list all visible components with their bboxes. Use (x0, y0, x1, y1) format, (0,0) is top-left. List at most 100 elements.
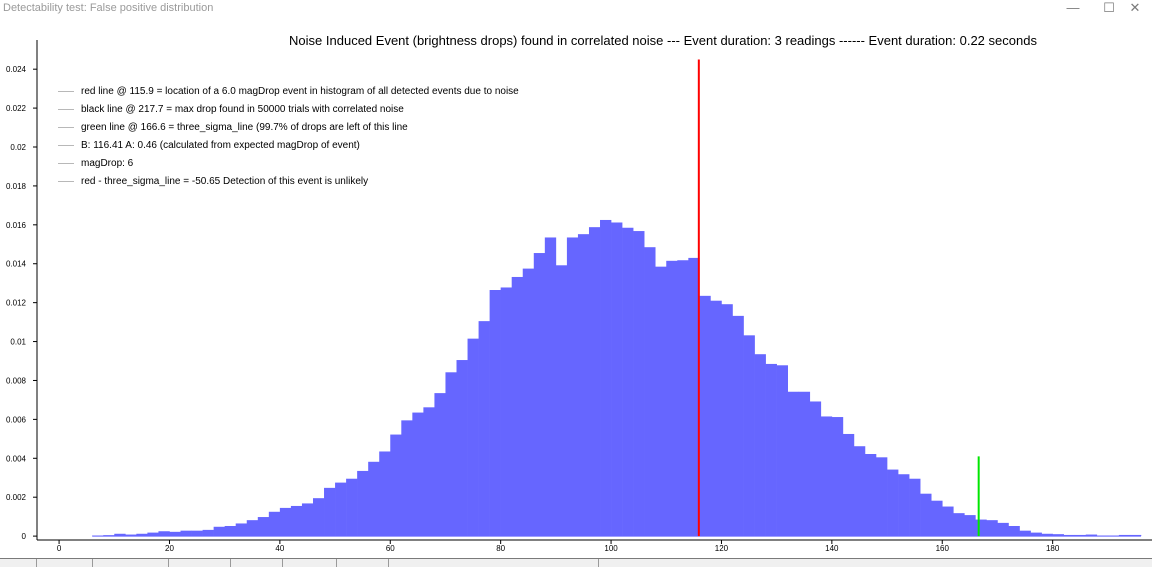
histogram-bar (688, 257, 700, 537)
histogram-bar (456, 360, 468, 537)
histogram-bar (898, 474, 910, 537)
y-tick-label: 0.006 (6, 415, 27, 424)
x-tick-label: 60 (386, 544, 395, 553)
toolbar-tab[interactable] (388, 559, 389, 567)
histogram-bar (1118, 534, 1131, 537)
histogram-bar (1074, 534, 1087, 537)
histogram-bar (953, 513, 965, 537)
histogram-bar (798, 391, 811, 537)
x-tick-label: 120 (715, 544, 729, 553)
histogram-bar (1052, 534, 1064, 537)
histogram-bar (1085, 534, 1098, 537)
histogram-bar (1096, 535, 1109, 537)
histogram-bar (633, 231, 645, 537)
histogram-bar (964, 515, 976, 537)
histogram-bar (644, 247, 656, 537)
histogram-bar (1030, 532, 1042, 537)
toolbar-tab[interactable] (336, 559, 337, 567)
histogram-bar (324, 487, 336, 537)
histogram-bar (467, 338, 479, 537)
legend-text: green line @ 166.6 = three_sigma_line (9… (81, 121, 408, 133)
x-tick-label: 100 (604, 544, 618, 553)
histogram-bar (831, 417, 844, 537)
histogram-bar (213, 526, 225, 537)
x-tick-label: 0 (57, 544, 62, 553)
histogram-bar (301, 503, 314, 537)
legend-swatch (58, 144, 74, 146)
y-tick-label: 0.012 (6, 299, 27, 308)
histogram-bar (92, 535, 104, 537)
histogram-bar (434, 393, 446, 537)
histogram-bar (1129, 534, 1142, 537)
histogram-bar (147, 532, 159, 537)
histogram-bar (1041, 533, 1053, 537)
histogram-bar (876, 457, 888, 537)
y-tick-label: 0.01 (10, 338, 26, 347)
histogram-bar (224, 525, 237, 537)
histogram-bar (235, 523, 248, 537)
toolbar-tab[interactable] (230, 559, 231, 567)
legend-entry: magDrop: 6 (58, 156, 133, 170)
histogram-bar (489, 290, 501, 537)
histogram-bar (312, 498, 325, 537)
y-tick-label: 0.016 (6, 221, 27, 230)
marker-lines (697, 59, 980, 537)
histogram-bar (622, 227, 634, 537)
histogram-bar (191, 530, 203, 537)
y-tick-label: 0.008 (6, 376, 27, 385)
x-tick-label: 180 (1046, 544, 1060, 553)
histogram-bar (357, 470, 369, 537)
histogram-bar (732, 315, 744, 537)
maximize-icon[interactable]: ☐ (1103, 0, 1115, 15)
histogram-bar (125, 534, 137, 537)
histogram-bar (279, 507, 292, 537)
histogram-bar (136, 533, 148, 537)
x-tick-label: 40 (275, 544, 284, 553)
y-tick-label: 0.004 (6, 454, 27, 463)
toolbar-tab[interactable] (92, 559, 93, 567)
legend-text: red - three_sigma_line = -50.65 Detectio… (81, 175, 369, 187)
histogram-bar (611, 222, 623, 537)
legend-swatch (58, 108, 74, 110)
histogram-bar (268, 511, 281, 537)
histogram-bar (721, 304, 733, 537)
bottom-toolbar (0, 558, 1152, 567)
histogram-bar (180, 530, 192, 537)
histogram-bar (942, 506, 954, 537)
histogram-bar (864, 454, 877, 537)
legend-entry: black line @ 217.7 = max drop found in 5… (58, 102, 404, 116)
window-titlebar[interactable]: Detectability test: False positive distr… (0, 0, 1152, 18)
histogram-bar (103, 535, 115, 537)
x-tick-label: 80 (496, 544, 505, 553)
minimize-icon[interactable]: — (1066, 0, 1080, 15)
histogram-bar (975, 519, 987, 537)
histogram-bar (577, 234, 590, 537)
histogram-bar (202, 529, 214, 537)
toolbar-tab[interactable] (36, 559, 37, 567)
histogram-bar (1008, 525, 1020, 537)
histogram-bar (1107, 535, 1120, 537)
histogram-bar (346, 478, 358, 537)
histogram-bar (114, 533, 126, 537)
histogram-bar (368, 461, 380, 537)
histogram-bar (445, 372, 457, 537)
toolbar-tab[interactable] (598, 559, 599, 567)
chart-title: Noise Induced Event (brightness drops) f… (289, 33, 1037, 48)
close-icon[interactable]: ✕ (1129, 0, 1141, 15)
histogram-bar (986, 520, 998, 537)
legend-swatch (58, 180, 74, 182)
histogram-bar (776, 365, 788, 537)
legend-text: black line @ 217.7 = max drop found in 5… (81, 103, 404, 115)
x-tick-label: 20 (165, 544, 174, 553)
histogram-bar (699, 295, 711, 537)
legend-swatch (58, 90, 74, 92)
legend-entry: green line @ 166.6 = three_sigma_line (9… (58, 120, 408, 134)
toolbar-tab[interactable] (282, 559, 283, 567)
histogram-bar (666, 260, 678, 537)
histogram-bar (478, 321, 490, 537)
histogram-bar (533, 253, 546, 537)
toolbar-tab[interactable] (168, 559, 169, 567)
histogram-bar (555, 265, 568, 537)
plot-axes: 0 0.002 0.004 0.006 0.008 0.01 0.012 0.014 0.016… (6, 40, 1152, 553)
